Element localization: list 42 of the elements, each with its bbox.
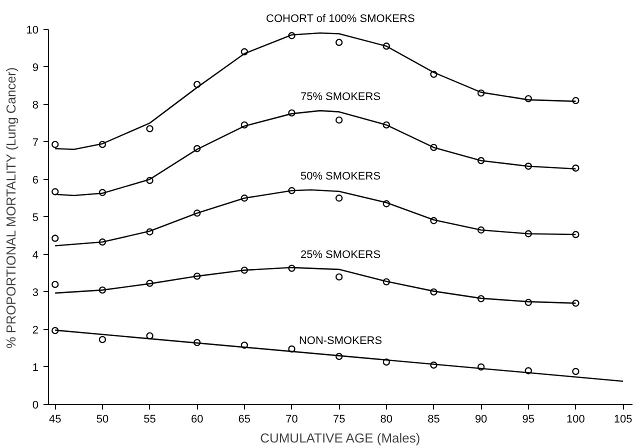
y-tick-label: 2 <box>32 324 39 336</box>
point <box>98 336 106 344</box>
point <box>52 188 59 196</box>
x-tick-label: 70 <box>286 414 298 426</box>
point <box>572 368 580 376</box>
y-tick-label: 3 <box>32 286 39 299</box>
y-tick-label: 8 <box>32 99 39 112</box>
y-tick-label: 7 <box>32 136 39 149</box>
y-tick-label: 10 <box>26 24 39 36</box>
point <box>335 194 343 202</box>
x-tick-label: 75 <box>332 414 346 426</box>
x-tick-label: 105 <box>614 414 632 426</box>
point <box>335 273 343 281</box>
series-label: 50% SMOKERS <box>300 170 381 183</box>
point <box>335 116 343 124</box>
series-label: COHORT of 100% SMOKERS <box>266 13 415 26</box>
x-axis-title: CUMULATIVE AGE (Males) <box>260 430 420 446</box>
x-tick-label: 60 <box>190 414 204 426</box>
point <box>52 234 59 242</box>
y-tick-label: 6 <box>32 174 39 186</box>
x-tick-label: 55 <box>144 414 156 426</box>
y-tick-label: 0 <box>32 400 39 412</box>
y-tick-label: 5 <box>32 212 39 224</box>
x-tick-label: 80 <box>380 414 393 426</box>
point <box>52 140 59 148</box>
x-tick-label: 65 <box>238 414 251 426</box>
x-tick-label: 85 <box>428 414 440 426</box>
series-label: NON-SMOKERS <box>298 334 382 347</box>
series-label: 75% SMOKERS <box>300 91 381 104</box>
x-tick-label: 95 <box>522 414 535 426</box>
point <box>335 38 343 46</box>
y-axis-title: % PROPORTIONAL MORTALITY (Lung Cancer) <box>3 67 18 348</box>
y-tick-label: 1 <box>32 362 39 374</box>
point <box>146 125 154 132</box>
y-tick-label: 4 <box>32 249 39 262</box>
y-tick-label: 9 <box>32 62 39 74</box>
x-tick-label: 50 <box>96 414 109 426</box>
series-label: 25% SMOKERS <box>300 248 381 261</box>
x-tick-label: 90 <box>474 414 488 426</box>
x-tick-label: 45 <box>49 414 62 426</box>
x-tick-label: 100 <box>566 414 585 426</box>
point <box>52 280 59 288</box>
